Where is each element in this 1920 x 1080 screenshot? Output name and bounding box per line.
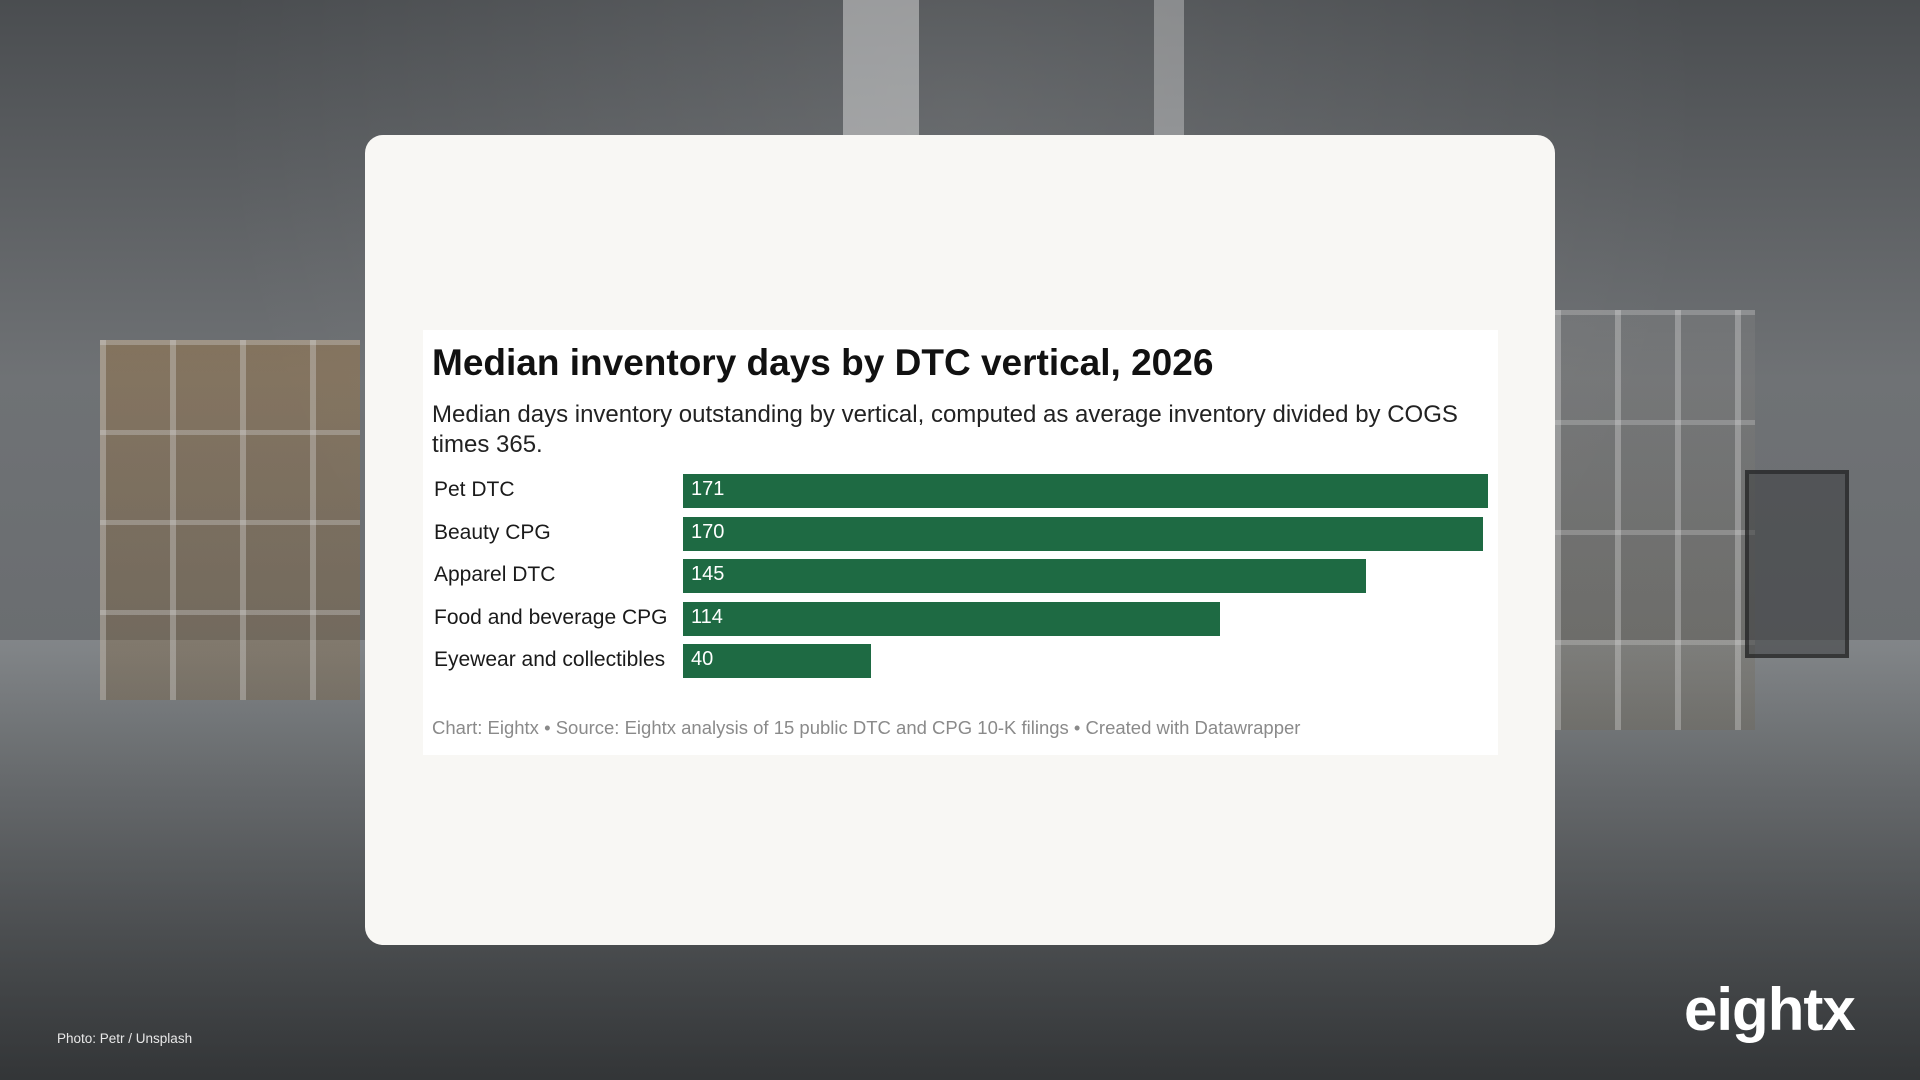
chart-subtitle: Median days inventory outstanding by ver…: [432, 401, 1458, 458]
category-label: Eyewear and collectibles: [434, 648, 666, 671]
chart-card: Median inventory days by DTC vertical, 2…: [365, 135, 1555, 945]
category-label: Food and beverage CPG: [434, 605, 668, 629]
chart-title: Median inventory days by DTC vertical, 2…: [432, 342, 1214, 383]
warehouse-column: [843, 0, 919, 140]
bar: 114: [683, 601, 1220, 636]
bar-value-label: 145: [691, 563, 725, 585]
bar-value-label: 114: [691, 605, 723, 628]
category-label: Beauty CPG: [434, 520, 551, 544]
category-label: Apparel DTC: [434, 563, 556, 586]
bar-value-label: 40: [691, 648, 714, 670]
chart-footer: Chart: Eightx • Source: Eightx analysis …: [432, 717, 1301, 738]
warehouse-door: [1745, 470, 1849, 658]
bar: 170: [683, 516, 1484, 551]
warehouse-rack-post: [1154, 0, 1184, 140]
warehouse-shelf-right: [1555, 310, 1755, 730]
category-label: Pet DTC: [434, 478, 515, 501]
bar: 40: [683, 644, 872, 678]
warehouse-shelf-left: [100, 340, 360, 700]
bar: 171: [683, 474, 1488, 508]
photo-credit: Photo: Petr / Unsplash: [57, 1031, 193, 1046]
bar-value-label: 170: [691, 520, 725, 543]
plot-area: Pet DTC 171 Beauty CPG 170 Apparel DTC 145 Foo…: [423, 474, 1498, 684]
bar: 145: [683, 559, 1366, 593]
eightx-logo: eightx: [1684, 976, 1856, 1043]
bar-chart: Median inventory days by DTC vertical, 2…: [423, 330, 1498, 755]
bar-value-label: 171: [691, 478, 725, 500]
